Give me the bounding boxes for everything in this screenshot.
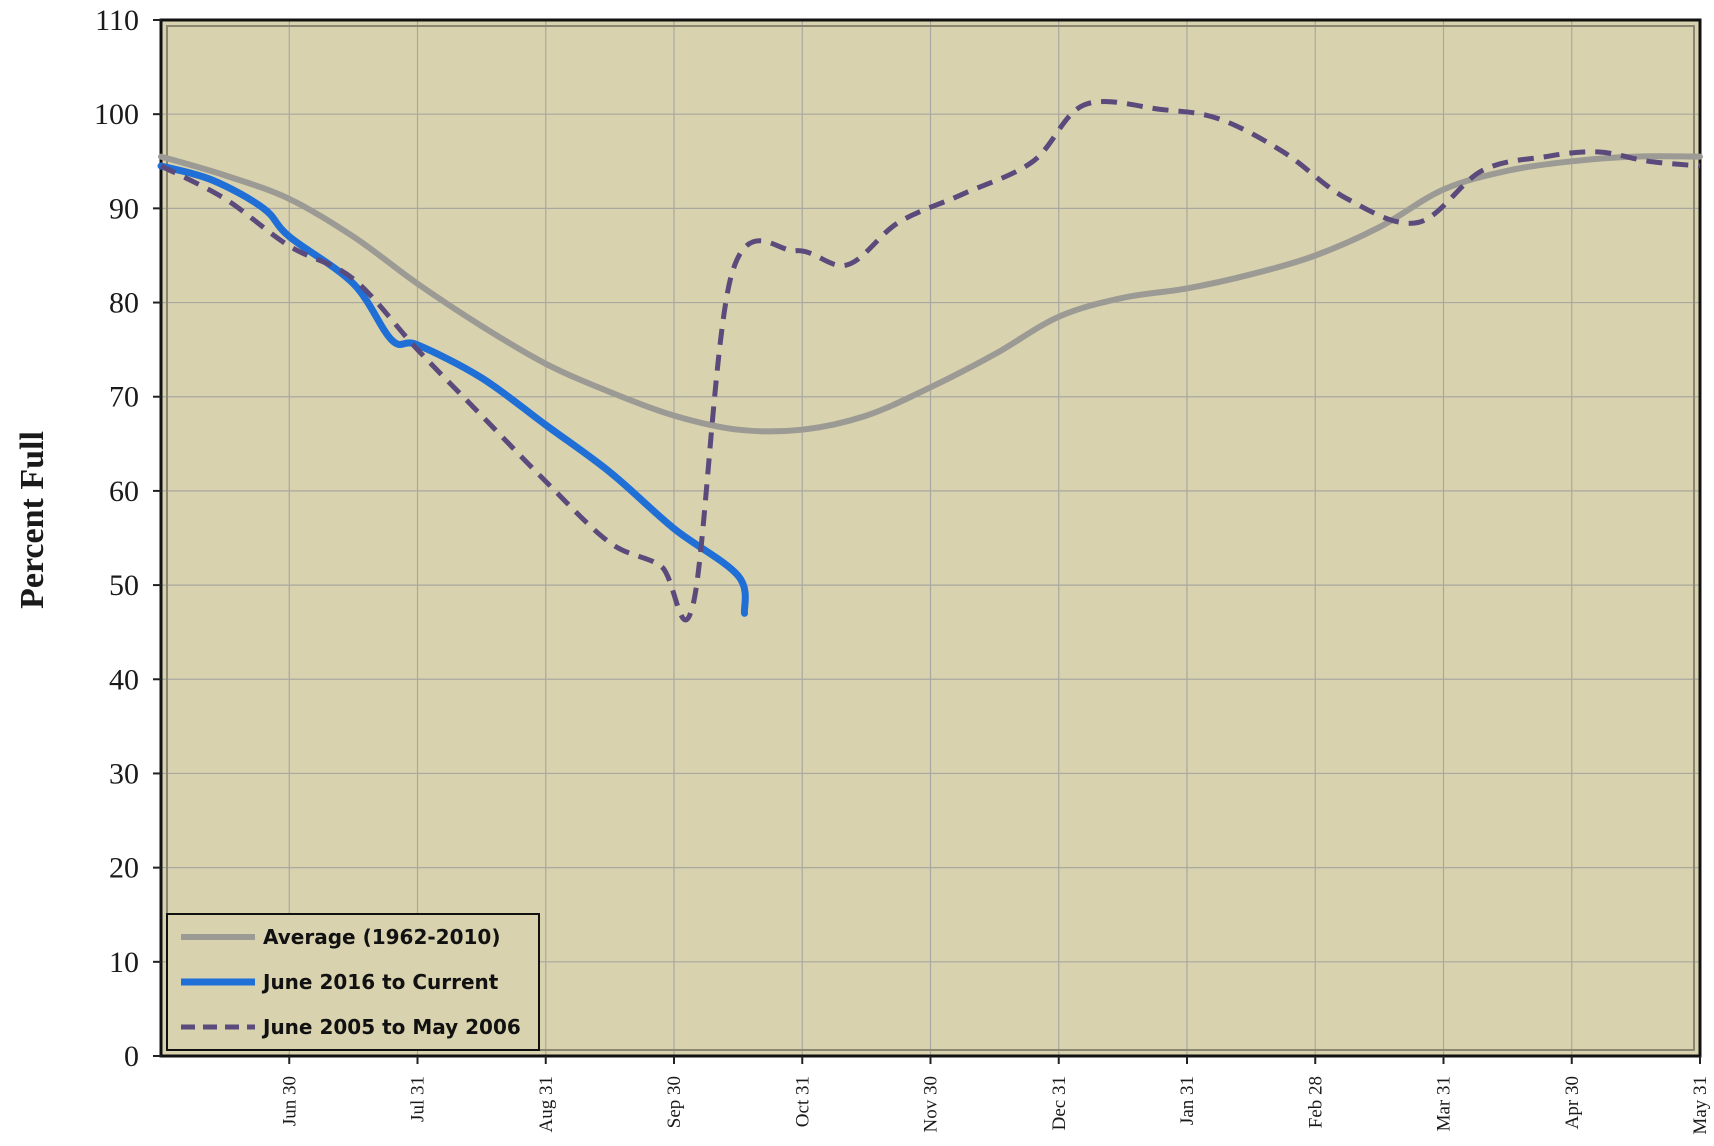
x-tick-label: May 31: [1690, 1076, 1711, 1135]
x-tick-label: Jul 31: [408, 1076, 429, 1122]
x-tick-label: Jun 30: [279, 1076, 300, 1126]
y-tick-label: 10: [109, 946, 139, 979]
x-tick-label: Mar 31: [1434, 1076, 1455, 1131]
y-tick-label: 20: [109, 852, 139, 885]
plot-inner-frame: [166, 25, 1695, 1051]
y-tick-label: 50: [109, 569, 139, 602]
series-june-2005-line: [159, 99, 1701, 623]
legend-label: Average (1962-2010): [263, 925, 500, 949]
x-tick-label: Aug 31: [536, 1076, 557, 1132]
y-tick-label: 30: [109, 757, 139, 790]
y-tick-label: 70: [109, 381, 139, 414]
x-tick-label: Feb 28: [1305, 1076, 1326, 1128]
series-june-2016-line: [157, 162, 749, 617]
y-tick-label: 90: [109, 192, 139, 225]
y-axis-label: Percent Full: [14, 431, 51, 609]
legend-label: June 2016 to Current: [261, 970, 499, 994]
x-tick-label: Sep 30: [664, 1076, 685, 1128]
x-tick-label: Oct 31: [792, 1076, 813, 1127]
y-tick-label: 80: [109, 287, 139, 320]
x-tick-label: Apr 30: [1562, 1076, 1583, 1129]
y-tick-label: 100: [94, 98, 139, 131]
x-tick-label: Nov 30: [921, 1076, 942, 1132]
series-average-line: [158, 153, 1703, 435]
y-tick-label: 60: [109, 475, 139, 508]
y-tick-label: 0: [124, 1040, 139, 1073]
y-tick-label: 110: [95, 4, 139, 37]
y-tick-label: 40: [109, 663, 139, 696]
legend-label: June 2005 to May 2006: [261, 1015, 521, 1039]
x-tick-label: Dec 31: [1049, 1076, 1070, 1130]
x-tick-label: Jan 31: [1177, 1076, 1198, 1125]
